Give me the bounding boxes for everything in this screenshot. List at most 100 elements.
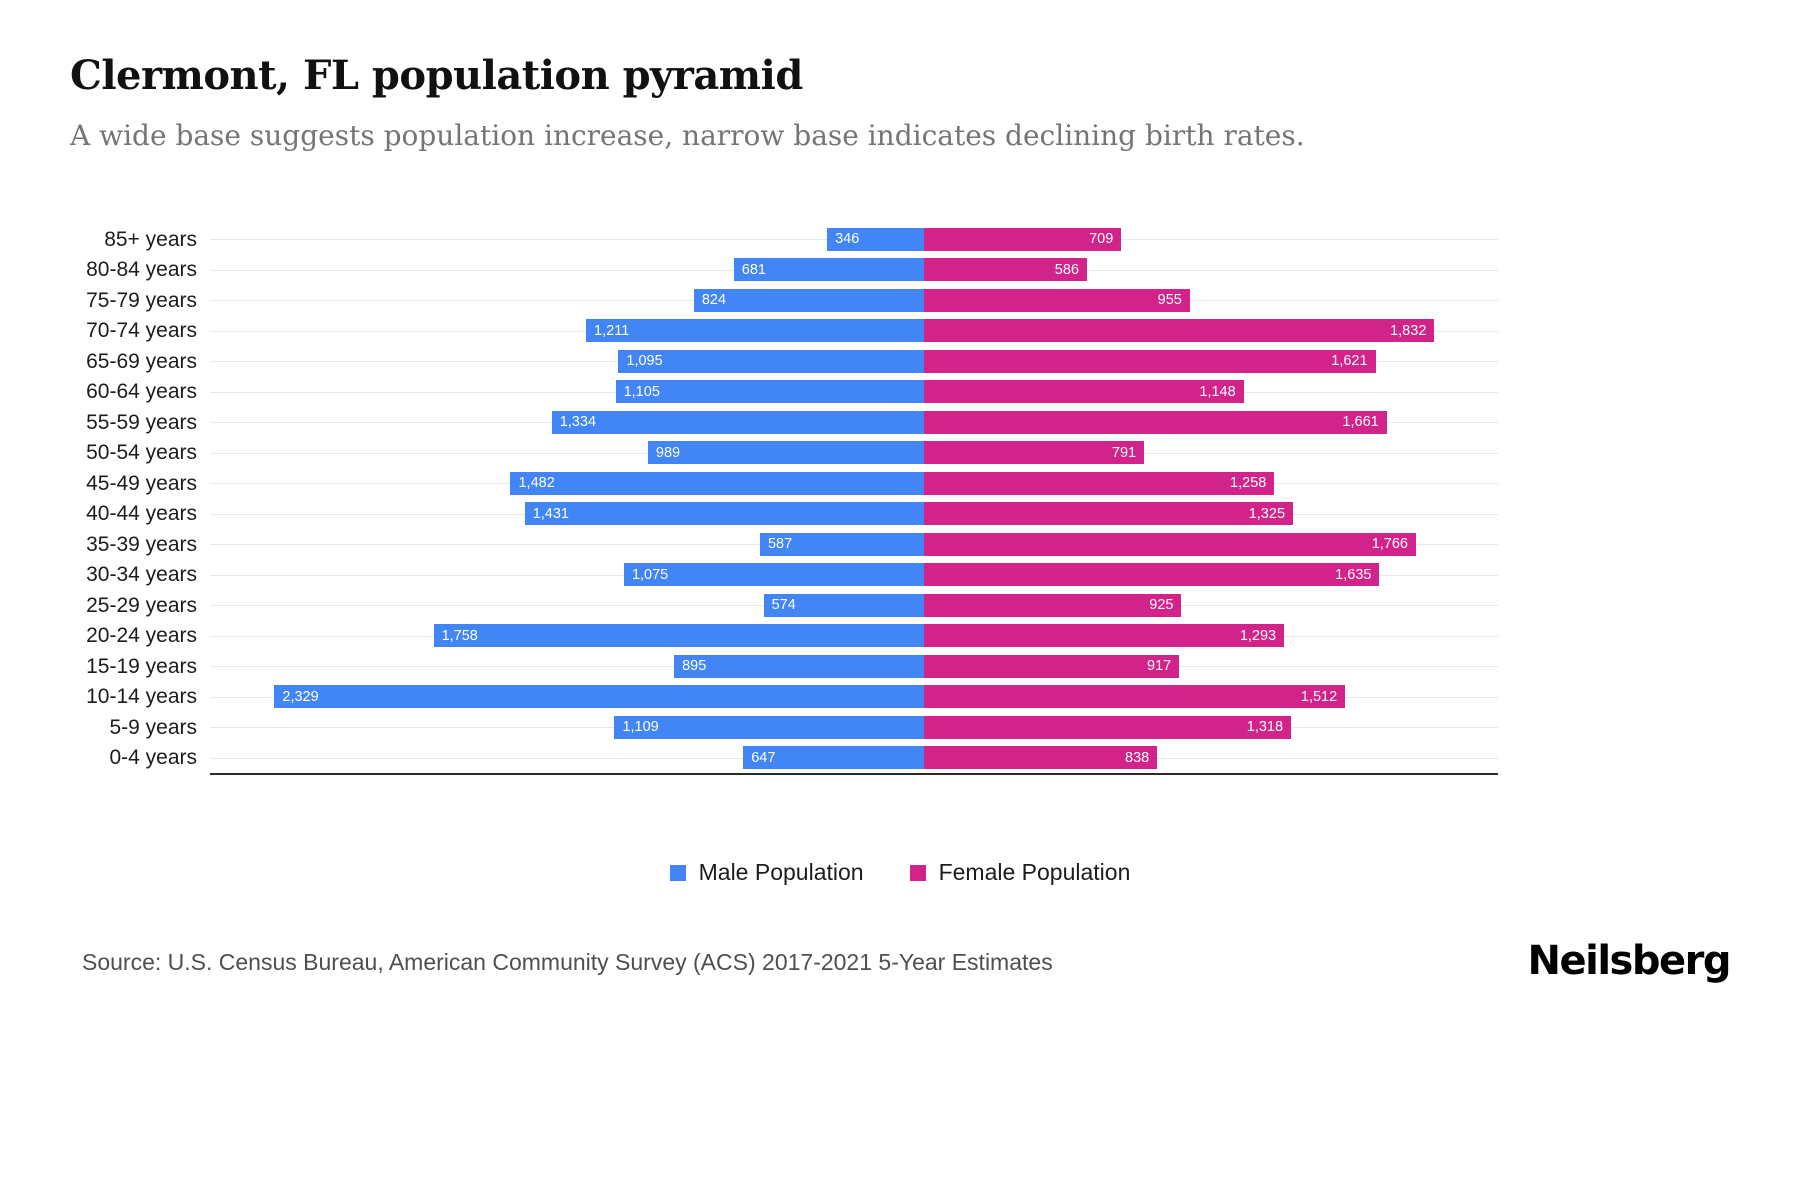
bars-area: 647 838 bbox=[210, 743, 1498, 774]
bars-area: 1,095 1,621 bbox=[210, 346, 1498, 377]
age-group-label: 55-59 years bbox=[86, 410, 197, 434]
female-half: 1,293 bbox=[923, 621, 1498, 652]
male-half: 587 bbox=[210, 529, 924, 560]
male-half: 989 bbox=[210, 438, 924, 469]
male-half: 1,095 bbox=[210, 346, 924, 377]
age-group-label: 50-54 years bbox=[86, 441, 197, 465]
male-half: 1,758 bbox=[210, 621, 924, 652]
male-half: 1,211 bbox=[210, 316, 924, 347]
legend-item: Male Population bbox=[669, 859, 864, 886]
pyramid-row: 40-44 years 1,431 1,325 bbox=[70, 499, 1498, 530]
pyramid-row: 75-79 years 824 955 bbox=[70, 285, 1498, 316]
age-group-label: 0-4 years bbox=[109, 746, 197, 770]
female-bar: 1,635 bbox=[923, 563, 1380, 587]
age-group-label: 20-24 years bbox=[86, 624, 197, 648]
male-value-label: 1,334 bbox=[559, 415, 597, 430]
pyramid-row: 0-4 years 647 838 bbox=[70, 743, 1498, 774]
pyramid-row: 25-29 years 574 925 bbox=[70, 590, 1498, 621]
male-value-label: 647 bbox=[751, 750, 776, 765]
male-half: 824 bbox=[210, 285, 924, 316]
bars-area: 574 925 bbox=[210, 590, 1498, 621]
female-bar: 955 bbox=[923, 288, 1190, 312]
legend-swatch bbox=[669, 864, 686, 881]
female-half: 1,148 bbox=[923, 377, 1498, 408]
female-half: 1,621 bbox=[923, 346, 1498, 377]
male-bar: 681 bbox=[733, 258, 924, 282]
female-bar: 1,258 bbox=[923, 471, 1275, 495]
male-bar: 587 bbox=[759, 532, 924, 556]
male-bar: 346 bbox=[827, 227, 924, 251]
female-bar: 1,832 bbox=[923, 319, 1435, 343]
age-group-label: 75-79 years bbox=[86, 288, 197, 312]
male-bar: 1,211 bbox=[586, 319, 924, 343]
female-value-label: 709 bbox=[1089, 232, 1114, 247]
male-bar: 824 bbox=[693, 288, 924, 312]
female-half: 709 bbox=[923, 224, 1498, 255]
male-bar: 574 bbox=[763, 593, 924, 617]
female-value-label: 917 bbox=[1147, 659, 1172, 674]
female-value-label: 1,325 bbox=[1248, 506, 1286, 521]
female-half: 1,832 bbox=[923, 316, 1498, 347]
bars-area: 1,482 1,258 bbox=[210, 468, 1498, 499]
male-half: 1,075 bbox=[210, 560, 924, 591]
male-bar: 1,431 bbox=[524, 502, 924, 526]
bars-area: 2,329 1,512 bbox=[210, 682, 1498, 713]
legend-label: Female Population bbox=[938, 859, 1131, 885]
age-group-label: 45-49 years bbox=[86, 471, 197, 495]
female-value-label: 791 bbox=[1111, 445, 1137, 460]
legend-label: Male Population bbox=[698, 859, 864, 885]
female-half: 791 bbox=[923, 438, 1498, 469]
male-bar: 2,329 bbox=[274, 685, 924, 709]
male-bar: 1,482 bbox=[510, 471, 924, 495]
female-bar: 1,621 bbox=[923, 349, 1376, 373]
bars-area: 1,334 1,661 bbox=[210, 407, 1498, 438]
male-half: 2,329 bbox=[210, 682, 924, 713]
male-value-label: 1,758 bbox=[441, 628, 478, 643]
female-bar: 791 bbox=[923, 441, 1145, 465]
male-bar: 1,105 bbox=[615, 380, 924, 404]
female-bar: 1,318 bbox=[923, 715, 1292, 739]
pyramid-row: 10-14 years 2,329 1,512 bbox=[70, 682, 1498, 713]
pyramid-row: 80-84 years 681 586 bbox=[70, 255, 1498, 286]
male-value-label: 346 bbox=[835, 232, 860, 247]
age-group-label: 65-69 years bbox=[86, 349, 197, 373]
female-value-label: 1,621 bbox=[1331, 354, 1368, 369]
male-half: 346 bbox=[210, 224, 924, 255]
age-group-label: 35-39 years bbox=[86, 532, 197, 556]
female-bar: 838 bbox=[923, 746, 1158, 770]
bars-area: 824 955 bbox=[210, 285, 1498, 316]
female-value-label: 1,766 bbox=[1371, 537, 1408, 552]
bars-area: 1,109 1,318 bbox=[210, 712, 1498, 743]
bars-area: 681 586 bbox=[210, 255, 1498, 286]
female-half: 1,766 bbox=[923, 529, 1498, 560]
male-half: 895 bbox=[210, 651, 924, 682]
footer: Source: U.S. Census Bureau, American Com… bbox=[70, 938, 1732, 984]
pyramid-row: 85+ years 346 709 bbox=[70, 224, 1498, 255]
pyramid-row: 30-34 years 1,075 1,635 bbox=[70, 560, 1498, 591]
male-value-label: 1,075 bbox=[631, 567, 669, 582]
age-group-label: 30-34 years bbox=[86, 563, 197, 587]
male-half: 1,431 bbox=[210, 499, 924, 530]
bars-area: 895 917 bbox=[210, 651, 1498, 682]
source-note: Source: U.S. Census Bureau, American Com… bbox=[82, 949, 1053, 975]
female-bar: 917 bbox=[923, 654, 1180, 678]
female-half: 1,635 bbox=[923, 560, 1498, 591]
male-value-label: 1,431 bbox=[532, 506, 569, 521]
chart-title: Clermont, FL population pyramid bbox=[70, 52, 803, 99]
male-value-label: 895 bbox=[682, 659, 707, 674]
female-half: 1,661 bbox=[923, 407, 1498, 438]
bars-area: 1,105 1,148 bbox=[210, 377, 1498, 408]
male-value-label: 824 bbox=[701, 293, 727, 308]
age-group-label: 70-74 years bbox=[86, 319, 197, 343]
female-value-label: 1,512 bbox=[1300, 689, 1338, 704]
male-bar: 895 bbox=[674, 654, 924, 678]
female-value-label: 586 bbox=[1054, 262, 1079, 277]
male-value-label: 587 bbox=[767, 537, 793, 552]
male-half: 1,105 bbox=[210, 377, 924, 408]
male-bar: 1,095 bbox=[618, 349, 924, 373]
male-value-label: 2,329 bbox=[282, 689, 319, 704]
female-half: 1,318 bbox=[923, 712, 1498, 743]
female-half: 1,512 bbox=[923, 682, 1498, 713]
pyramid-row: 15-19 years 895 917 bbox=[70, 651, 1498, 682]
pyramid-row: 50-54 years 989 791 bbox=[70, 438, 1498, 469]
